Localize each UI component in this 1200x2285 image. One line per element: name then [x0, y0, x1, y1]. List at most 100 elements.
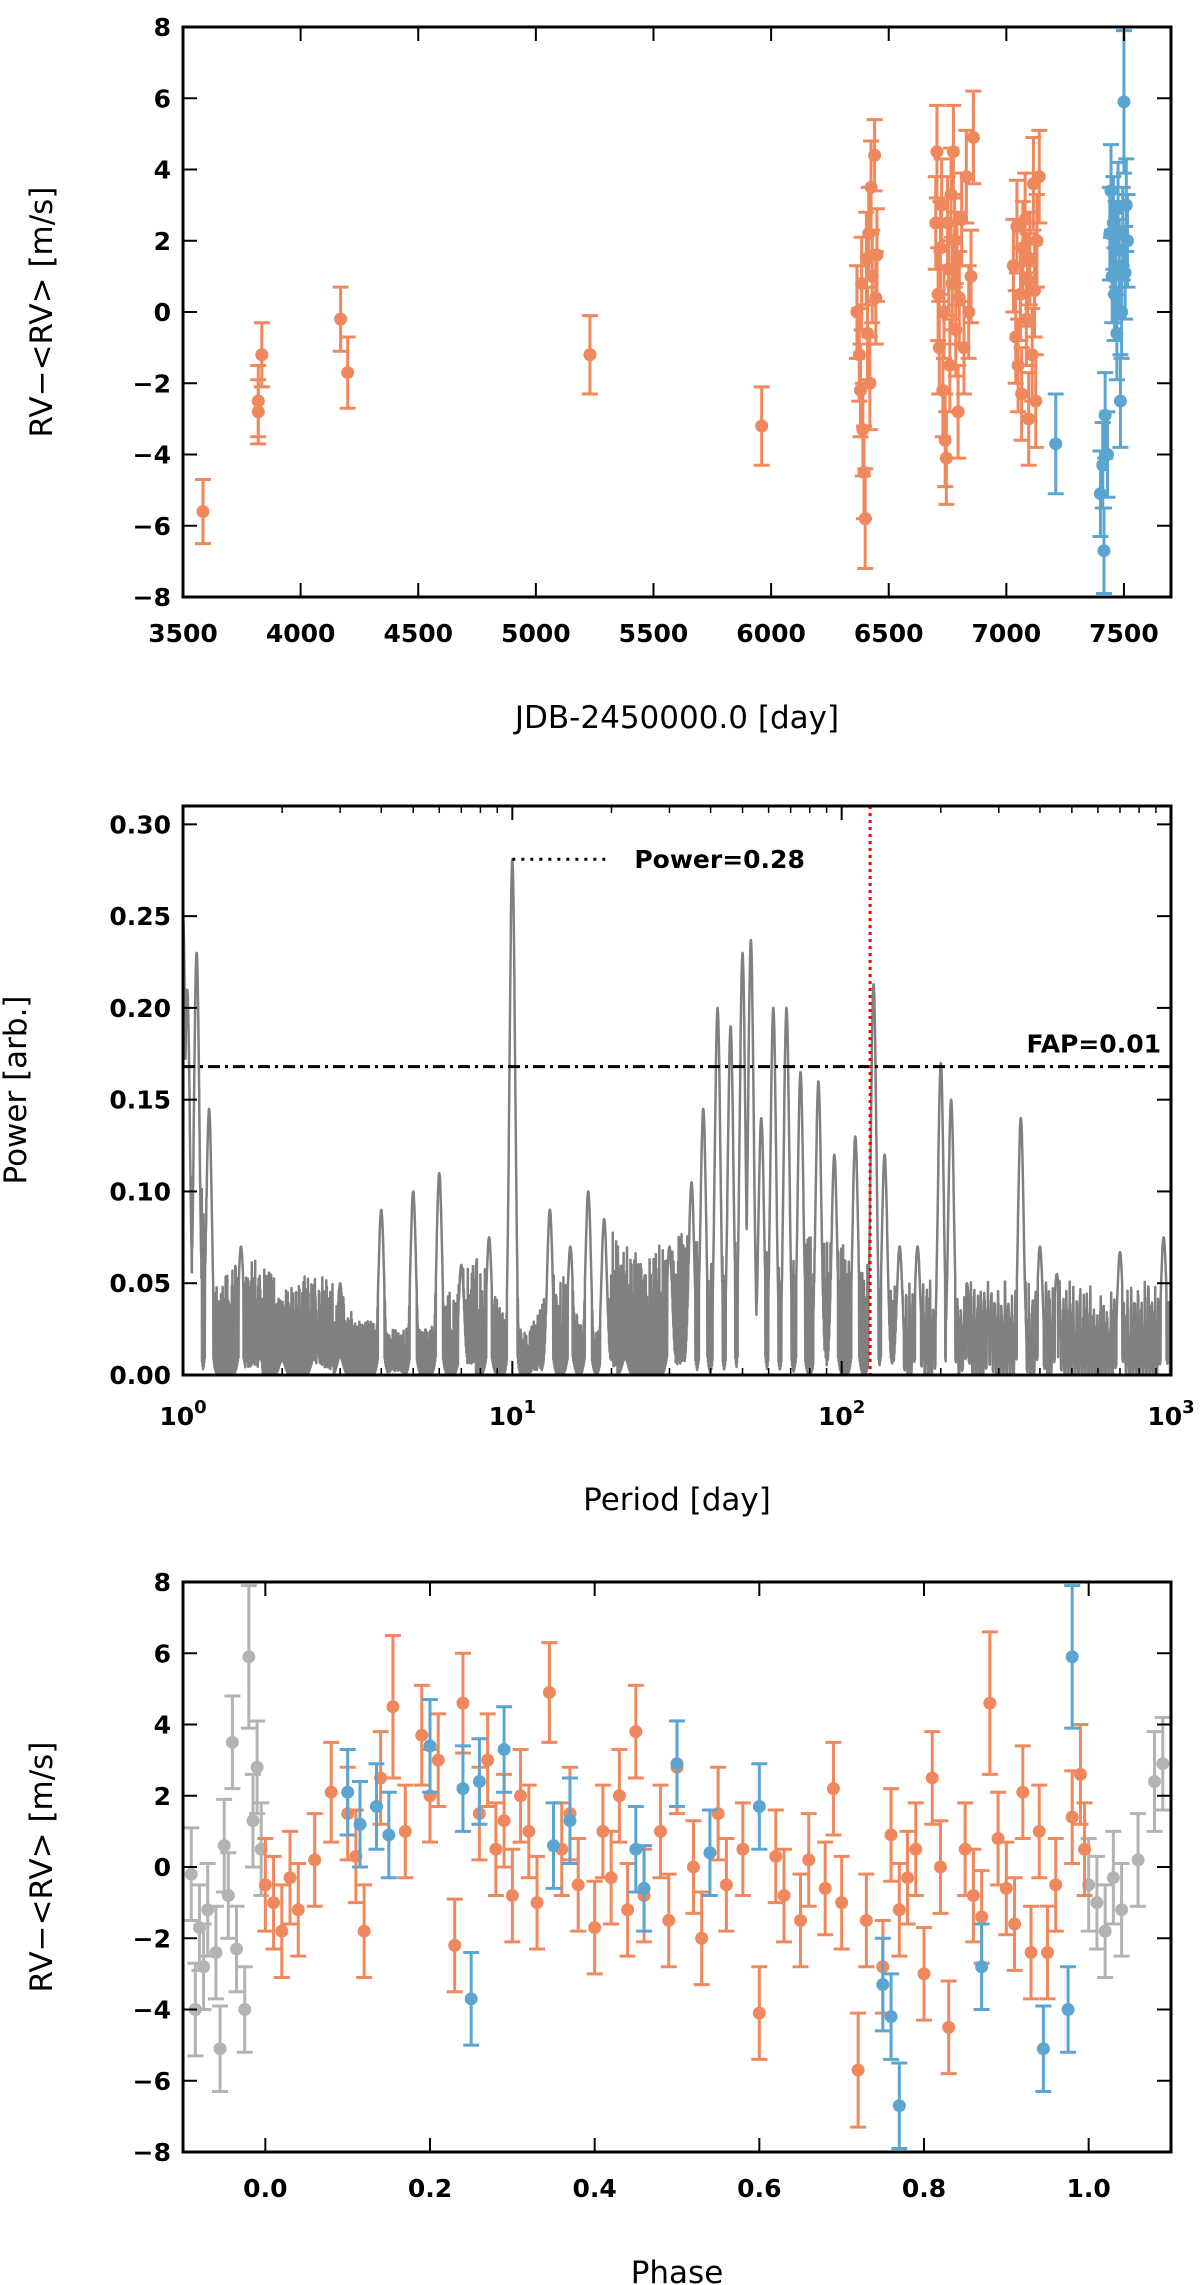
data-point-harps: [685, 1819, 702, 1915]
data-point-harps: [356, 1883, 373, 1979]
data-point-harps: [924, 1730, 941, 1826]
data-point-harps: [253, 321, 270, 389]
marker: [225, 1735, 239, 1749]
data-point-wrapped: [1105, 1829, 1122, 1926]
marker: [275, 1924, 289, 1938]
marker: [1117, 95, 1131, 109]
data-point-wrapped: [240, 1584, 257, 1730]
data-point-harps: [611, 1747, 628, 1844]
x-tick-label: 7000: [972, 619, 1042, 648]
marker: [1049, 437, 1063, 451]
y-tick-label: 4: [154, 1711, 171, 1740]
marker: [802, 1853, 816, 1867]
x-tick-label: 6000: [736, 619, 806, 648]
y-tick-label: 8: [154, 1568, 171, 1597]
data-point-harps-n: [874, 1936, 891, 2033]
data-point-harps: [446, 1897, 463, 1994]
rv-time-series-y-label: RV−<RV> [m/s]: [24, 187, 60, 438]
marker: [1021, 273, 1035, 287]
fap-label: FAP=0.01: [1026, 1030, 1161, 1059]
marker: [637, 1881, 651, 1895]
marker: [621, 1903, 635, 1917]
marker: [386, 1700, 400, 1714]
marker: [1090, 1896, 1104, 1910]
marker: [818, 1881, 832, 1895]
marker: [583, 348, 597, 362]
marker: [1030, 234, 1044, 248]
marker: [221, 1889, 235, 1902]
data-point-harps-n: [1108, 285, 1125, 382]
marker: [1061, 2003, 1075, 2016]
marker: [596, 1824, 610, 1838]
data-point-harps: [868, 207, 885, 303]
phase-folded-y-tick-labels: −8 −6 −4 −2 0 2 4 6 8: [133, 1568, 171, 2167]
data-point-harps: [265, 1854, 282, 1951]
marker: [999, 1881, 1013, 1895]
marker: [431, 1753, 445, 1767]
x-tick-label: 101: [489, 1397, 536, 1431]
periodogram-panel: 100 101 102 103 0.00 0.05 0.10 0.15 0.20 0.25 0.3…: [0, 804, 1195, 1518]
marker: [464, 1992, 478, 2006]
y-tick-label: −4: [133, 441, 171, 470]
marker: [703, 1846, 717, 1860]
y-tick-label: 6: [154, 84, 171, 113]
y-tick-label: 2: [154, 1782, 171, 1811]
marker: [948, 234, 962, 248]
periodogram-x-label: Period [day]: [583, 1482, 771, 1518]
data-point-harps: [570, 1837, 587, 1933]
x-tick-label: 103: [1147, 1397, 1194, 1431]
data-point-harps: [541, 1641, 558, 1744]
marker: [752, 2006, 766, 2020]
data-point-harps: [306, 1812, 323, 1908]
marker: [951, 405, 965, 419]
marker: [308, 1853, 322, 1867]
y-tick-label: −6: [133, 2067, 171, 2096]
marker: [250, 1760, 264, 1774]
data-point-harps: [899, 1829, 916, 1926]
data-point-harps-n: [751, 1762, 768, 1851]
rv-time-series-y-tick-labels: −8 −6 −4 −2 0 2 4 6 8: [133, 13, 171, 612]
marker: [341, 1785, 355, 1799]
data-point-wrapped: [228, 1904, 245, 1994]
data-point-harps: [290, 1861, 307, 1958]
marker: [238, 2003, 252, 2016]
marker: [755, 419, 769, 433]
data-point-harps: [603, 1829, 620, 1926]
marker: [946, 145, 960, 159]
data-point-harps-n: [471, 1737, 488, 1826]
marker: [958, 1842, 972, 1856]
y-tick-label: 0.10: [109, 1177, 171, 1206]
marker: [184, 1867, 198, 1881]
marker: [777, 1889, 791, 1902]
marker: [868, 148, 882, 162]
marker: [835, 1896, 849, 1910]
data-point-harps: [430, 1712, 447, 1808]
data-point-harps-n: [883, 1972, 900, 2061]
data-point-harps: [981, 1630, 998, 1776]
marker: [213, 2042, 227, 2056]
data-point-harps: [932, 1819, 949, 1915]
marker: [230, 1942, 244, 1956]
data-point-harps: [1020, 371, 1037, 467]
marker: [884, 2010, 898, 2024]
data-point-wrapped: [1097, 1883, 1114, 1979]
y-tick-label: 0.30: [109, 810, 171, 839]
marker: [283, 1871, 297, 1885]
data-point-harps: [767, 1808, 784, 1905]
y-tick-label: 0: [154, 298, 171, 327]
data-point-harps: [1047, 1837, 1064, 1933]
data-point-harps: [660, 1872, 677, 1969]
marker: [209, 1946, 223, 1959]
marker: [975, 1960, 989, 1974]
marker: [1041, 1946, 1054, 1959]
x-tick-label: 5000: [501, 619, 571, 648]
marker: [1073, 1767, 1087, 1781]
periodogram-y-tick-labels: 0.00 0.05 0.10 0.15 0.20 0.25 0.30: [109, 810, 171, 1390]
marker: [448, 1938, 462, 1952]
data-point-harps: [339, 335, 356, 410]
data-point-wrapped: [236, 1965, 253, 2054]
data-point-harps-n: [1060, 1965, 1077, 2054]
periodogram-data: [181, 806, 1173, 1377]
marker: [1120, 234, 1134, 248]
data-point-harps-n: [1099, 410, 1116, 499]
